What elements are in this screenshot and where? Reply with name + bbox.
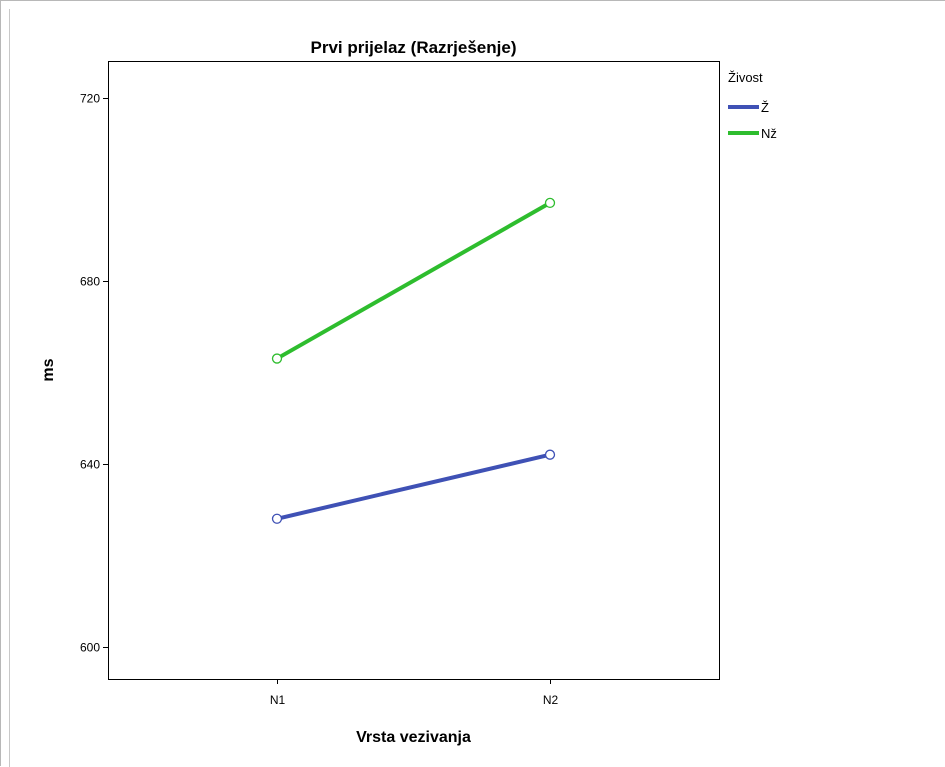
series-line (275, 452, 552, 521)
y-tick-label: 600 (80, 641, 100, 655)
legend-label: Nž (761, 126, 777, 141)
series-layer (271, 197, 556, 524)
chart-title: Prvi prijelaz (Razrješenje) (311, 38, 517, 57)
legend: Živost Ž Nž (728, 70, 777, 141)
y-axis: 600 640 680 720 (80, 92, 108, 655)
x-tick-label: N1 (270, 693, 286, 707)
data-point (271, 353, 283, 364)
y-tick-label: 640 (80, 458, 100, 472)
frame-inner-edge (9, 9, 10, 767)
x-axis: N1 N2 (270, 679, 559, 707)
data-point (544, 449, 556, 460)
legend-label: Ž (761, 100, 769, 115)
y-tick-label: 720 (80, 92, 100, 106)
legend-title: Živost (728, 70, 763, 85)
data-point (544, 197, 556, 209)
y-axis-title: ms (40, 358, 57, 381)
x-tick-label: N2 (543, 693, 559, 707)
data-point (271, 513, 283, 524)
y-tick-label: 680 (80, 275, 100, 289)
plot-area (108, 61, 720, 680)
series-line (275, 200, 552, 361)
x-axis-title: Vrsta vezivanja (356, 729, 471, 746)
